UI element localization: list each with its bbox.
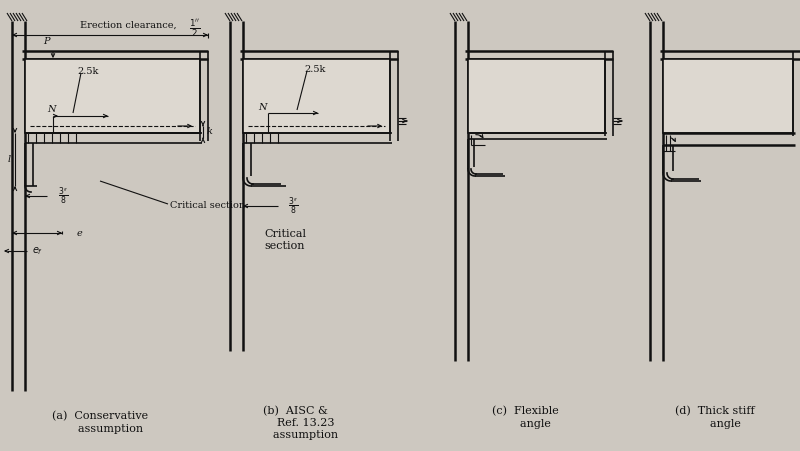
Text: (d)  Thick stiff: (d) Thick stiff	[675, 406, 755, 416]
Text: k: k	[207, 128, 213, 137]
Text: Erection clearance,: Erection clearance,	[80, 20, 177, 29]
Text: (c)  Flexible: (c) Flexible	[492, 406, 558, 416]
Text: angle: angle	[689, 419, 741, 429]
Text: assumption: assumption	[252, 430, 338, 440]
Text: assumption: assumption	[57, 424, 143, 434]
Bar	[243, 59, 390, 133]
Text: (a)  Conservative: (a) Conservative	[52, 411, 148, 421]
Text: N: N	[258, 102, 266, 111]
Text: 2.5k: 2.5k	[304, 64, 326, 74]
Text: l: l	[8, 155, 11, 164]
Text: e: e	[77, 229, 82, 238]
Text: P: P	[42, 37, 50, 46]
Bar	[468, 59, 605, 133]
Text: N: N	[46, 105, 55, 114]
Text: $\frac{1''}{2}$: $\frac{1''}{2}$	[190, 17, 201, 39]
Text: Critical: Critical	[264, 229, 306, 239]
Text: angle: angle	[499, 419, 551, 429]
Text: Ref. 13.23: Ref. 13.23	[256, 418, 334, 428]
Bar	[663, 59, 793, 133]
Text: (b)  AISC &: (b) AISC &	[262, 406, 327, 416]
Text: $e_f$: $e_f$	[32, 245, 43, 257]
Text: section: section	[265, 241, 306, 251]
Text: $\frac{3''}{8}$: $\frac{3''}{8}$	[58, 185, 68, 207]
Text: Critical section: Critical section	[170, 202, 245, 211]
Bar	[25, 59, 200, 133]
Text: 2.5k: 2.5k	[78, 66, 98, 75]
Text: $\frac{3''}{8}$: $\frac{3''}{8}$	[288, 195, 298, 216]
